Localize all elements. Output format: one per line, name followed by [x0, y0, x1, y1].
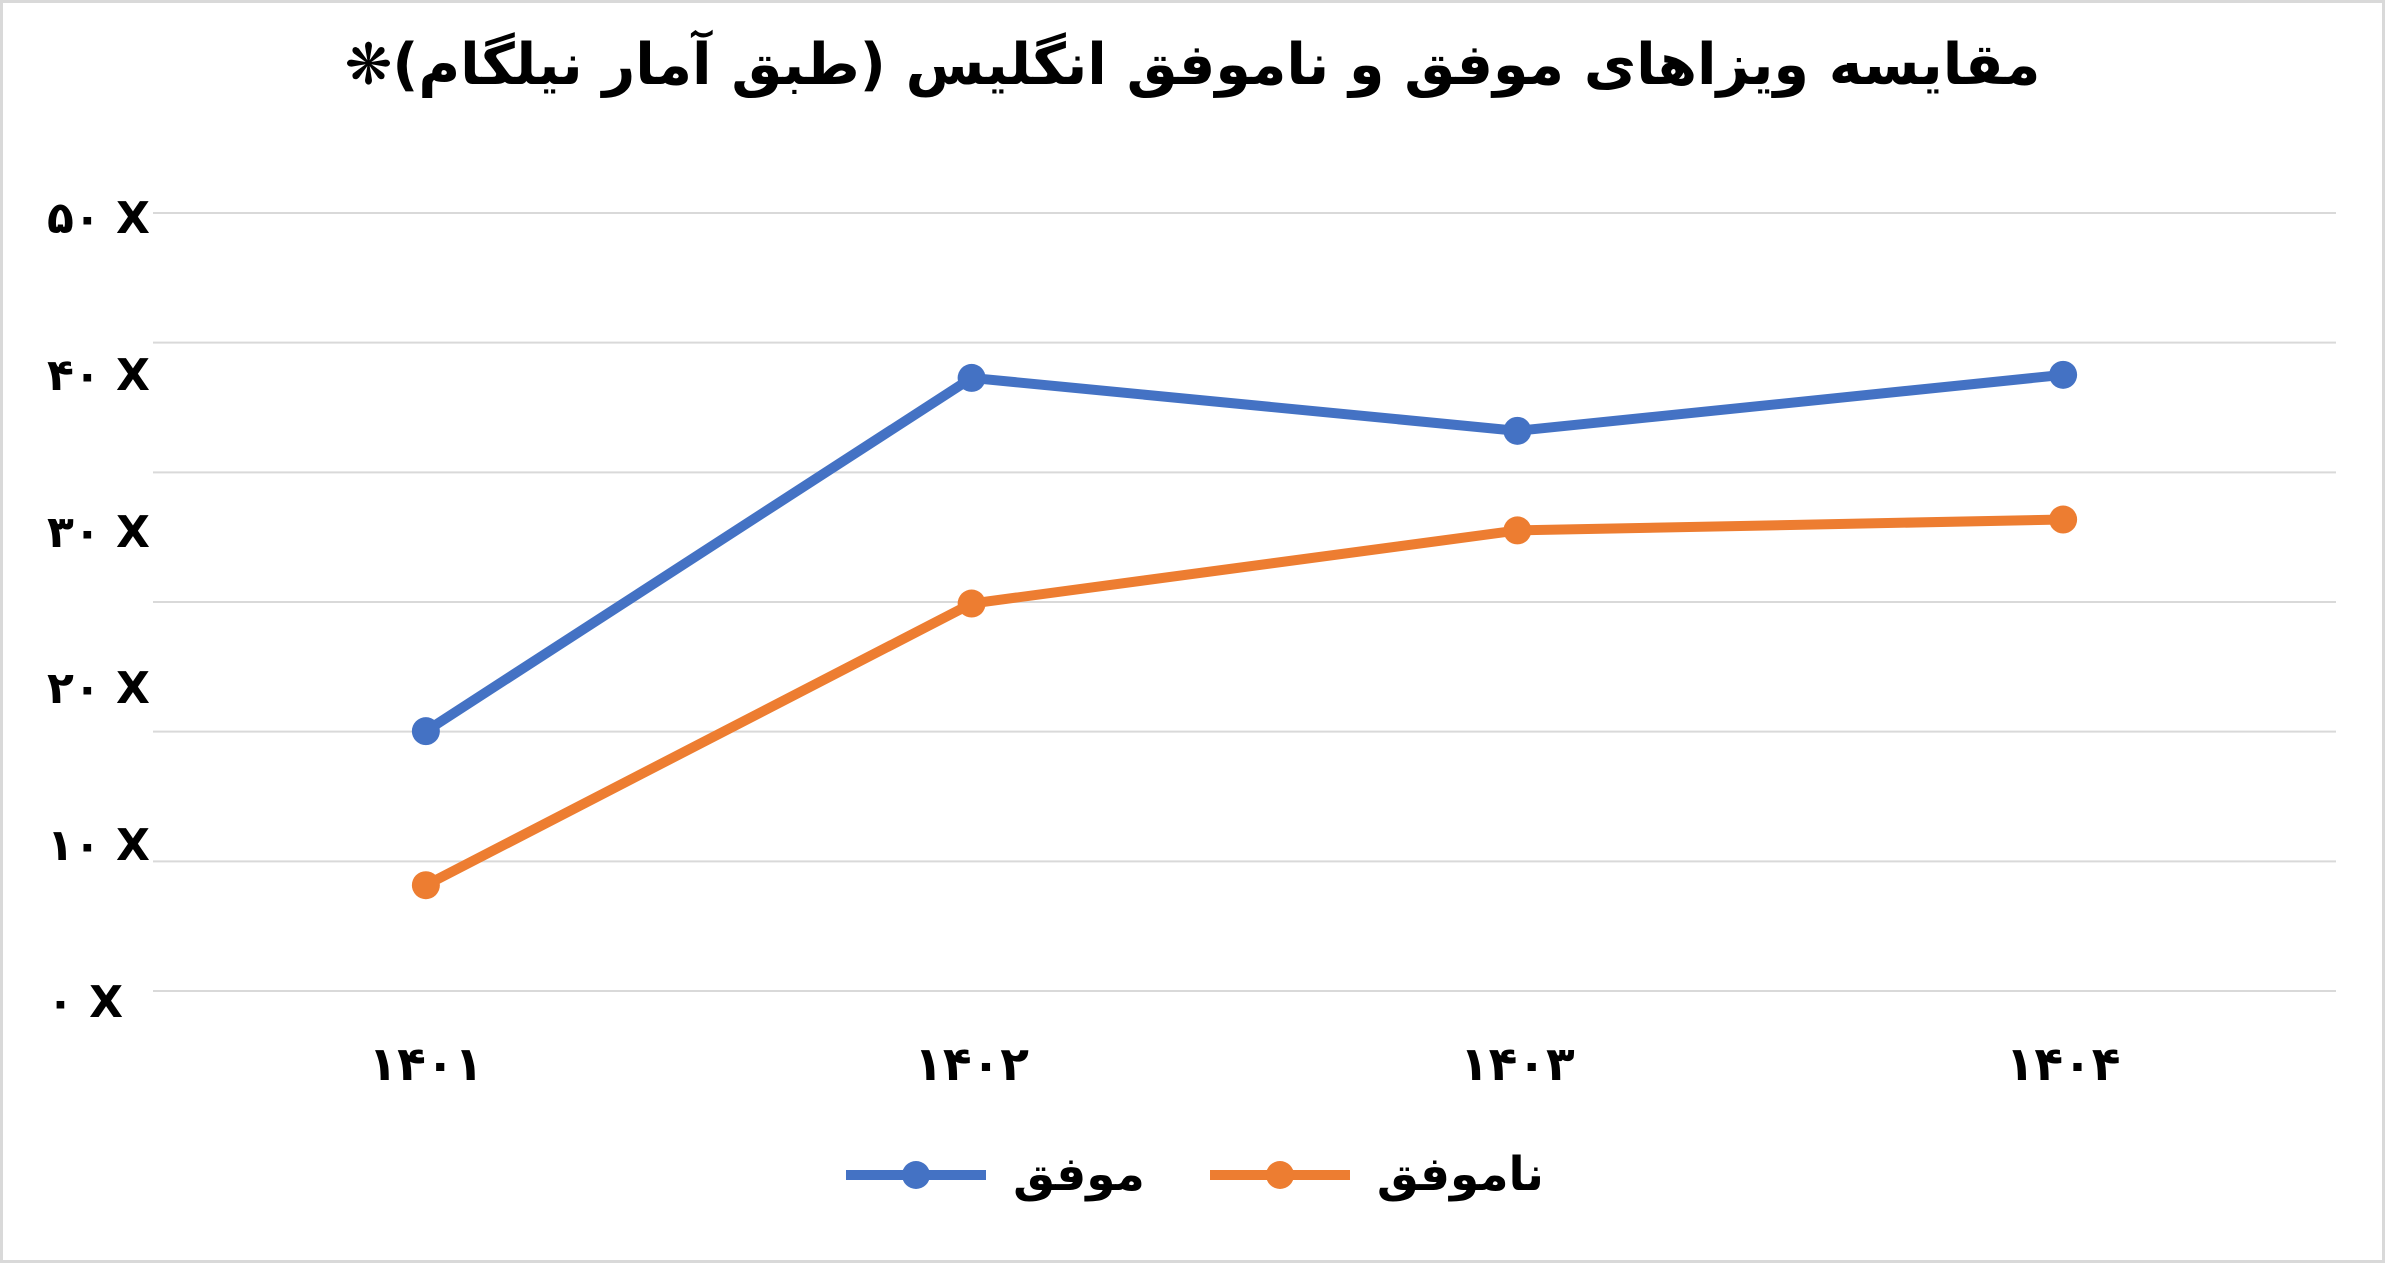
y-axis-tick-label: ۲۰ X: [47, 663, 150, 715]
legend-marker-dot: [902, 1160, 931, 1189]
x-axis-tick-label: ۱۴۰۳: [1460, 1037, 1575, 1092]
legend: موفق ناموفق: [3, 1151, 2382, 1198]
y-axis-tick-label: ۴۰ X: [47, 349, 150, 401]
x-axis-tick-label: ۱۴۰۲: [914, 1037, 1029, 1092]
y-axis-tick-label: ۰ X: [47, 977, 124, 1028]
successful-line-marker-icon: [846, 1160, 987, 1189]
legend-item-unsuccessful: ناموفق: [1205, 1151, 1544, 1198]
x-axis-tick-label: ۱۴۰۱: [368, 1037, 484, 1092]
unsuccessful-series-line: [420, 514, 2069, 891]
unsuccessful-line-marker-icon: [1209, 1160, 1350, 1189]
successful-series-point: [2049, 360, 2078, 389]
legend-label: ناموفق: [1376, 1147, 1544, 1202]
y-axis-tick-label: ۵۰ X: [47, 193, 150, 244]
successful-series-point: [957, 363, 986, 392]
legend-label: موفق: [1013, 1147, 1145, 1202]
successful-series-line: [420, 369, 2069, 737]
y-axis-tick-label: ۳۰ X: [47, 506, 150, 558]
x-axis-tick-label: ۱۴۰۴: [2005, 1037, 2121, 1092]
unsuccessful-series-point: [411, 871, 440, 900]
y-axis-tick-label: ۱۰ X: [47, 820, 150, 872]
legend-item-successful: موفق: [841, 1151, 1145, 1198]
unsuccessful-series-point: [957, 589, 986, 618]
legend-marker-dot: [1265, 1160, 1294, 1189]
successful-series-point: [1503, 416, 1532, 445]
line-chart-plot-area: [153, 212, 2336, 992]
unsuccessful-series-point: [1503, 516, 1532, 545]
successful-series-point: [411, 717, 440, 746]
unsuccessful-series-point: [2049, 505, 2078, 534]
chart-title: مقایسه ویزاهای موفق و ناموفق انگلیس (طبق…: [344, 32, 2041, 98]
